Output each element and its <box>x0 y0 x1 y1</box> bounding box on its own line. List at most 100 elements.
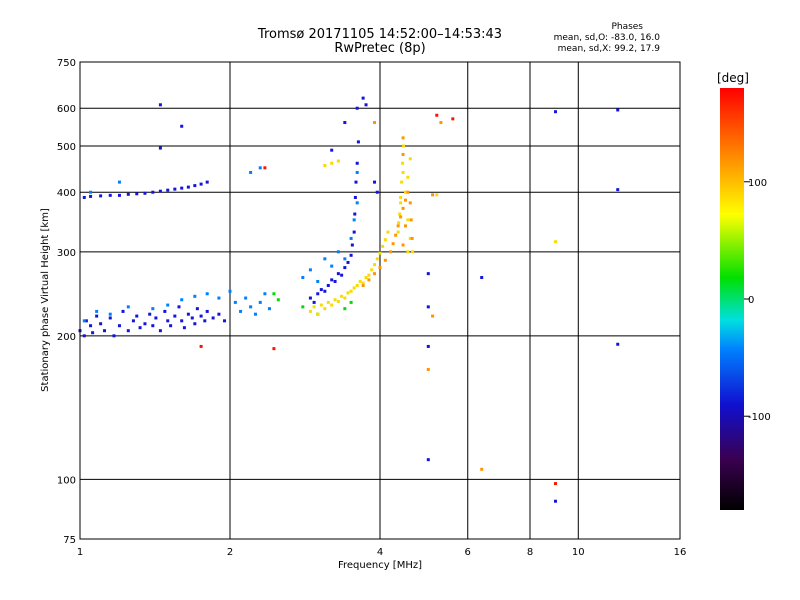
y-tick-label: 200 <box>57 332 76 343</box>
data-point <box>253 312 257 316</box>
data-point <box>352 286 356 290</box>
data-point <box>301 276 305 280</box>
data-point <box>326 283 330 287</box>
y-tick-label: 100 <box>57 475 76 486</box>
data-point <box>426 367 430 371</box>
data-point <box>249 305 253 309</box>
data-point <box>399 195 403 199</box>
data-point <box>158 103 162 107</box>
data-point <box>117 180 121 184</box>
data-point <box>154 316 158 320</box>
data-point <box>263 166 267 170</box>
data-point <box>373 180 377 184</box>
data-point <box>330 264 334 268</box>
data-point <box>403 224 407 228</box>
data-point <box>616 108 620 112</box>
x-tick-label: 1 <box>77 547 83 558</box>
data-point <box>367 278 371 282</box>
data-point <box>553 110 557 114</box>
data-point <box>158 189 162 193</box>
data-point <box>99 194 103 198</box>
data-point <box>340 273 344 277</box>
data-point <box>349 253 353 257</box>
data-point <box>180 319 184 323</box>
data-point <box>346 291 350 295</box>
data-point <box>343 296 347 300</box>
data-point <box>409 218 413 222</box>
data-point <box>177 305 181 309</box>
data-point <box>361 283 365 287</box>
data-point <box>343 121 347 125</box>
data-point <box>205 309 209 313</box>
data-point <box>151 190 155 194</box>
data-point <box>316 292 320 296</box>
data-point <box>217 312 221 316</box>
data-point <box>323 257 327 261</box>
data-point <box>205 292 209 296</box>
y-tick-label: 500 <box>57 142 76 153</box>
data-point <box>375 190 379 194</box>
data-point <box>199 344 203 348</box>
data-point <box>381 244 385 248</box>
data-point <box>426 272 430 276</box>
data-point <box>410 236 414 240</box>
data-point <box>135 192 139 196</box>
data-point <box>394 233 398 237</box>
data-point <box>333 298 337 302</box>
data-point <box>228 289 232 293</box>
data-point <box>84 319 88 323</box>
data-point <box>336 159 340 163</box>
data-point <box>343 307 347 311</box>
data-point <box>323 164 327 168</box>
colorbar-tick-label: 0 <box>748 295 754 306</box>
data-point <box>276 298 280 302</box>
data-point <box>180 298 184 302</box>
data-point <box>330 303 334 307</box>
data-point <box>182 326 186 330</box>
data-point <box>301 305 305 309</box>
data-point <box>151 324 155 328</box>
phase-stats-heading: Phases <box>611 22 643 32</box>
data-point <box>383 238 387 242</box>
data-point <box>401 136 405 140</box>
chart-subtitle: RwPretec (8p) <box>334 41 426 56</box>
data-point <box>373 263 377 267</box>
data-point <box>355 201 359 205</box>
data-point <box>358 279 362 283</box>
data-point <box>333 279 337 283</box>
data-point <box>126 329 130 333</box>
data-point <box>349 236 353 240</box>
data-point <box>319 303 323 307</box>
x-tick-label: 6 <box>465 547 471 558</box>
data-point <box>308 309 312 313</box>
data-point <box>126 305 130 309</box>
data-point <box>378 266 382 270</box>
data-point <box>195 307 199 311</box>
data-point <box>364 276 368 280</box>
data-point <box>426 344 430 348</box>
data-point <box>249 170 253 174</box>
data-point <box>355 106 359 110</box>
x-tick-label: 16 <box>674 547 687 558</box>
colorbar-tick-label: -100 <box>748 412 771 423</box>
data-point <box>312 300 316 304</box>
data-point <box>426 458 430 462</box>
data-point <box>378 251 382 255</box>
data-point <box>163 309 167 313</box>
data-point <box>203 319 207 323</box>
phase-stats-o: mean, sd,O: -83.0, 16.0 <box>553 33 660 43</box>
data-point <box>82 334 86 338</box>
data-point <box>323 307 327 311</box>
data-point <box>370 268 374 272</box>
data-point <box>406 190 410 194</box>
data-point <box>244 296 248 300</box>
data-point <box>95 314 99 318</box>
data-point <box>108 193 112 197</box>
data-point <box>451 117 455 121</box>
data-point <box>435 113 439 117</box>
data-point <box>239 309 243 313</box>
data-point <box>131 319 135 323</box>
data-point <box>402 144 406 148</box>
data-point <box>408 201 412 205</box>
